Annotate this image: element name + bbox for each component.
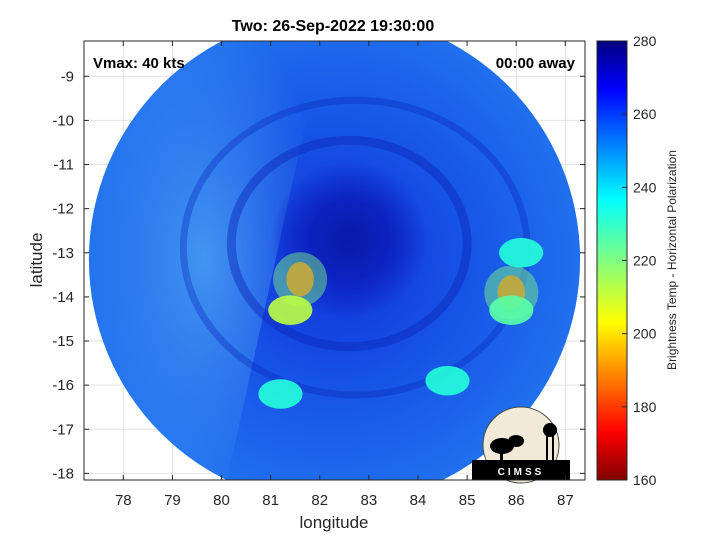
x-tick-label: 87 [557, 492, 574, 509]
x-tick-label: 83 [361, 492, 378, 509]
colorbar-ticks: 280 260 240 220 200 180 160 [622, 33, 657, 488]
cimss-logo: CIMSS [472, 406, 570, 484]
shower-sw [258, 379, 303, 409]
convective-features [258, 238, 544, 409]
plot-border [83, 40, 586, 481]
y-tick-label: -10 [52, 112, 74, 129]
y-tick-label: -18 [52, 465, 74, 482]
x-tick-label: 85 [459, 492, 476, 509]
colorbar-tick-label: 260 [633, 106, 657, 122]
rainband-east-3 [499, 238, 544, 268]
y-tick-label: -15 [52, 333, 74, 350]
logo-lettering: CIMSS [498, 467, 545, 478]
x-tick-label: 82 [311, 492, 328, 509]
colorbar-tick-label: 180 [633, 399, 657, 415]
y-tick-label: -12 [52, 201, 74, 218]
colorbar-tick-label: 220 [633, 253, 657, 269]
colorbar: 280 260 240 220 200 180 160 Brightness Temp - … [596, 33, 679, 488]
convection-west [268, 295, 313, 325]
y-tick-label: -16 [52, 377, 74, 394]
convective-core [286, 262, 314, 297]
colorbar-tick-label: 280 [633, 33, 657, 49]
colorbar-tick-label: 200 [633, 326, 657, 342]
vmax-annotation: Vmax: 40 kts [93, 55, 185, 72]
y-tick-label: -17 [52, 421, 74, 438]
y-tick-label: -9 [61, 68, 74, 85]
convective-core-halo [273, 252, 328, 307]
brightness-temperature-swath [88, 41, 581, 480]
x-tick-label: 81 [262, 492, 279, 509]
spiral-band [226, 135, 472, 352]
colorbar-label: Brightness Temp - Horizontal Polarizatio… [665, 150, 679, 370]
x-tick-label: 79 [164, 492, 181, 509]
chart-title: Two: 26-Sep-2022 19:30:00 [232, 18, 435, 35]
colorbar-tick-label: 240 [633, 179, 657, 195]
x-tick-label: 86 [508, 492, 525, 509]
rainband-east-2 [489, 295, 534, 325]
x-tick-label: 84 [410, 492, 427, 509]
y-tick-label: -14 [52, 289, 74, 306]
y-axis: -9 -10 -11 -12 -13 -14 -15 -16 -17 -18 [52, 68, 585, 482]
x-axis: 78 79 80 81 82 83 84 85 86 87 [115, 41, 574, 509]
colorbar-tick-label: 160 [633, 472, 657, 488]
swath-west-lighter-region [88, 41, 330, 480]
y-tick-label: -11 [53, 157, 74, 174]
x-tick-label: 80 [213, 492, 230, 509]
x-axis-label: longitude [299, 513, 368, 532]
y-axis-label: latitude [27, 233, 46, 288]
y-tick-label: -13 [52, 245, 74, 262]
x-tick-label: 78 [115, 492, 132, 509]
rainband-south [425, 365, 470, 396]
time-away-annotation: 00:00 away [496, 55, 576, 72]
